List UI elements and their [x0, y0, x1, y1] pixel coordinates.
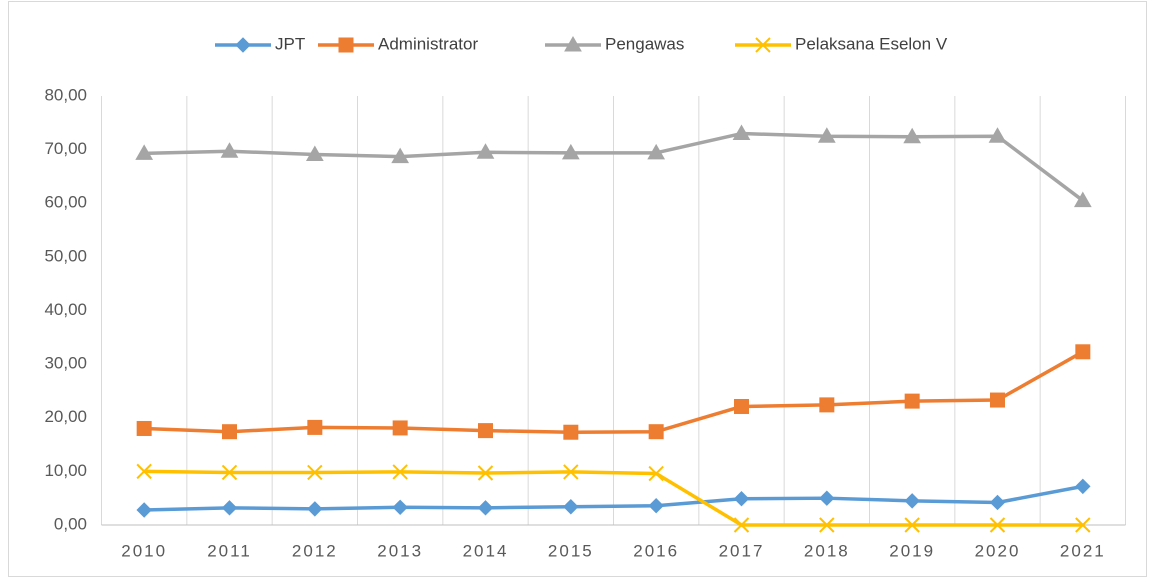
- marker: [391, 147, 410, 164]
- marker: [563, 499, 579, 515]
- marker: [221, 500, 238, 516]
- marker: [307, 419, 323, 435]
- marker: [478, 423, 493, 439]
- marker: [220, 142, 239, 158]
- chart-border: [8, 1, 1147, 577]
- x-tick-label: 2021: [1060, 541, 1106, 560]
- x-tick-label: 2012: [292, 541, 338, 560]
- marker: [136, 463, 152, 480]
- x-tick-label: 2017: [719, 541, 765, 560]
- series-line: [144, 484, 1084, 512]
- marker: [392, 420, 408, 436]
- marker: [561, 143, 580, 160]
- marker: [732, 124, 751, 141]
- marker: [819, 397, 835, 413]
- marker: [1073, 191, 1092, 208]
- marker: [392, 464, 408, 480]
- y-tick-label: 20,00: [44, 407, 87, 426]
- marker: [222, 424, 237, 440]
- x-tick-label: 2019: [889, 541, 935, 560]
- marker: [1075, 517, 1091, 533]
- marker: [477, 465, 494, 481]
- legend-label: Pelaksana Eselon V: [795, 34, 948, 53]
- marker: [307, 464, 323, 481]
- x-tick-label: 2010: [121, 541, 167, 560]
- series: [136, 478, 1091, 518]
- y-tick-label: 70,00: [44, 139, 87, 158]
- marker: [989, 517, 1006, 533]
- series-line: [144, 469, 1083, 527]
- marker: [734, 398, 749, 414]
- marker: [647, 143, 666, 160]
- series-line: [144, 350, 1084, 434]
- marker: [904, 493, 920, 509]
- x-tick-label: 2013: [377, 541, 423, 560]
- legend-label: JPT: [275, 34, 305, 53]
- y-tick-label: 50,00: [44, 246, 87, 265]
- y-tick-label: 40,00: [44, 300, 87, 319]
- marker: [819, 517, 835, 533]
- marker: [1075, 478, 1091, 495]
- series-line: [144, 131, 1084, 202]
- legend-label: Administrator: [378, 34, 478, 53]
- marker: [1075, 344, 1091, 360]
- marker: [235, 37, 251, 53]
- marker: [136, 420, 152, 436]
- marker: [733, 517, 750, 533]
- series: [136, 463, 1091, 533]
- x-tick-label: 2018: [804, 541, 850, 560]
- marker: [733, 491, 750, 507]
- y-tick-label: 30,00: [44, 354, 87, 373]
- x-tick-label: 2011: [207, 541, 252, 560]
- x-tick-label: 2016: [633, 541, 679, 560]
- marker: [477, 500, 494, 516]
- marker: [136, 502, 152, 518]
- legend-label: Pengawas: [605, 34, 684, 53]
- marker: [338, 37, 354, 53]
- marker: [817, 127, 836, 143]
- marker: [307, 501, 323, 517]
- marker: [563, 464, 579, 480]
- marker: [392, 499, 408, 516]
- marker: [564, 35, 582, 52]
- series: [135, 124, 1092, 208]
- marker: [819, 490, 835, 506]
- marker: [563, 424, 579, 440]
- marker: [988, 127, 1007, 143]
- marker: [221, 464, 238, 481]
- y-tick-label: 60,00: [44, 193, 87, 212]
- marker: [135, 144, 154, 160]
- y-tick-label: 80,00: [44, 85, 87, 104]
- x-tick-label: 2014: [463, 541, 509, 560]
- marker: [648, 465, 664, 482]
- y-tick-label: 0,00: [54, 514, 87, 533]
- marker: [989, 494, 1006, 511]
- marker: [305, 145, 324, 161]
- marker: [904, 517, 920, 533]
- marker: [903, 127, 922, 144]
- series: [136, 344, 1091, 440]
- x-tick-label: 2020: [975, 541, 1021, 560]
- x-tick-label: 2015: [548, 541, 594, 560]
- marker: [648, 497, 664, 514]
- y-tick-label: 10,00: [44, 461, 87, 480]
- marker: [990, 392, 1005, 408]
- marker: [476, 143, 495, 159]
- marker: [904, 393, 920, 409]
- marker: [755, 37, 771, 53]
- marker: [648, 424, 664, 440]
